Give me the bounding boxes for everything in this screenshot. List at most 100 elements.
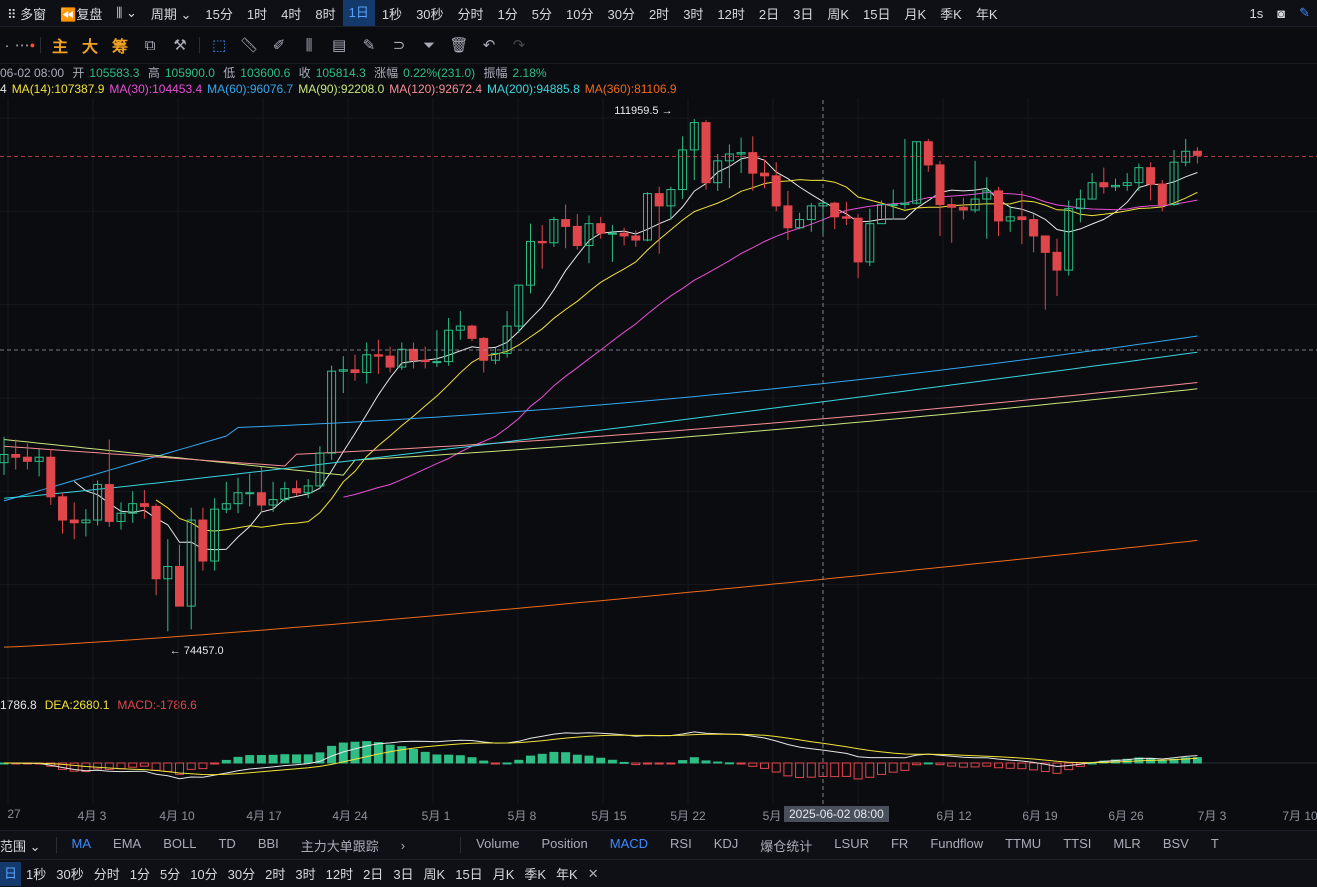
dots-icon[interactable]: ⋯ ●	[14, 37, 36, 54]
bottom-interval-10分[interactable]: 10分	[190, 867, 218, 882]
bottom-interval-12时[interactable]: 12时	[325, 867, 354, 882]
interval-30分[interactable]: 30分	[607, 6, 635, 22]
interval-季K[interactable]: 季K	[940, 6, 962, 22]
magnet-icon[interactable]: ⊃	[392, 37, 406, 54]
interval-年K[interactable]: 年K	[975, 6, 998, 22]
bottom-interval-15日[interactable]: 15日	[455, 867, 483, 882]
interval-10分[interactable]: 10分	[566, 6, 594, 22]
tab-BBI[interactable]: BBI	[257, 835, 279, 851]
interval-4时[interactable]: 4时	[281, 6, 302, 22]
cursor-icon[interactable]: ·	[4, 36, 10, 54]
interval-15分[interactable]: 15分	[205, 6, 233, 22]
tab-BOLL[interactable]: BOLL	[163, 835, 197, 851]
tab-MACD[interactable]: MACD	[609, 835, 649, 851]
macd-bar	[643, 762, 652, 765]
candlestick-chart[interactable]	[0, 98, 1317, 804]
candles-icon[interactable]: ⫼	[305, 36, 313, 54]
candle-body	[1169, 161, 1179, 206]
bottom-interval-2日[interactable]: 2日	[363, 867, 384, 882]
undo-icon[interactable]: ↶	[482, 37, 496, 54]
bottom-interval-2时[interactable]: 2时	[265, 867, 286, 882]
interval-3时[interactable]: 3时	[683, 6, 704, 22]
interval-2日[interactable]: 2日	[758, 6, 780, 22]
interval-1分[interactable]: 1分	[497, 6, 518, 22]
bottom-interval-分时[interactable]: 分时	[93, 867, 120, 882]
interval-30秒[interactable]: 30秒	[416, 6, 444, 22]
macd-bar	[994, 762, 1003, 769]
candle-body	[1052, 251, 1062, 271]
interval-周K[interactable]: 周K	[827, 6, 850, 22]
bottom-interval-1分[interactable]: 1分	[129, 867, 150, 882]
tab-Position[interactable]: Position	[541, 835, 588, 851]
draw-icon[interactable]: ✎	[1299, 5, 1310, 20]
pen-icon[interactable]: ✐	[272, 37, 286, 54]
refresh-interval[interactable]: 1s	[1249, 5, 1264, 21]
clipboard-icon[interactable]: ▤	[331, 37, 347, 54]
tab-主力大单跟踪[interactable]: 主力大单跟踪	[300, 838, 379, 854]
crosshair-date: 2025-06-02 08:00	[784, 806, 889, 822]
candle-body	[958, 206, 968, 211]
interval-1秒[interactable]: 1秒	[381, 6, 403, 22]
bottom-interval-日[interactable]: 日	[0, 861, 22, 886]
period-dropdown[interactable]: 周期 ⌄	[150, 6, 192, 22]
tab-Fundflow[interactable]: Fundflow	[930, 835, 984, 851]
ruler-icon[interactable]: 📏︎	[239, 37, 259, 54]
filter-icon[interactable]: ⏷	[423, 36, 436, 54]
trash-icon[interactable]: 🗑︎	[449, 37, 469, 54]
interval-8时[interactable]: 8时	[315, 6, 336, 22]
indicator-tabs: 范围 ⌄ MA EMA BOLL TD BBI 主力大单跟踪 › Volume Positi…	[0, 830, 1317, 859]
tab-MLR[interactable]: MLR	[1113, 835, 1141, 851]
select-icon[interactable]: ⬚	[211, 37, 227, 54]
interval-5分[interactable]: 5分	[531, 6, 553, 22]
tab-TTSI[interactable]: TTSI	[1063, 835, 1092, 851]
bottom-interval-30分[interactable]: 30分	[227, 867, 256, 882]
tools-icon[interactable]: ⚒	[173, 37, 187, 54]
tab-TD[interactable]: TD	[218, 835, 236, 851]
bottom-interval-周K[interactable]: 周K	[423, 867, 446, 882]
tab-RSI[interactable]: RSI	[670, 835, 692, 851]
bottom-interval-5分[interactable]: 5分	[159, 867, 181, 882]
main-indicator-toggle[interactable]: 主	[52, 39, 69, 56]
tab-MA[interactable]: MA	[71, 835, 92, 851]
interval-3日[interactable]: 3日	[793, 6, 814, 22]
compare-icon[interactable]: ⧉	[144, 36, 156, 54]
candle-body	[607, 232, 617, 235]
bottom-interval-3日[interactable]: 3日	[393, 867, 414, 882]
interval-2时[interactable]: 2时	[648, 6, 670, 22]
bottom-interval-月K[interactable]: 月K	[492, 867, 515, 882]
redo-icon[interactable]: ↷	[512, 37, 526, 54]
bottom-interval-季K[interactable]: 季K	[524, 867, 547, 882]
interval-分时[interactable]: 分时	[457, 6, 484, 22]
camera-icon[interactable]: ◙	[1277, 5, 1286, 21]
bottom-interval-3时[interactable]: 3时	[295, 867, 316, 882]
macd-bar	[549, 751, 559, 764]
interval-月K[interactable]: 月K	[904, 6, 927, 22]
close-icon[interactable]: ✕	[587, 865, 599, 881]
large-order-toggle[interactable]: 大	[82, 39, 99, 56]
interval-1时[interactable]: 1时	[246, 6, 268, 22]
interval-12时[interactable]: 12时	[717, 6, 745, 22]
tab-EMA[interactable]: EMA	[113, 835, 142, 851]
multi-window-button[interactable]: ⠿ 多窗	[7, 6, 47, 22]
tab-T[interactable]: T	[1210, 835, 1219, 851]
tab-FR[interactable]: FR	[890, 835, 909, 851]
tab-爆仓统计[interactable]: 爆仓统计	[760, 838, 813, 854]
tab-KDJ[interactable]: KDJ	[713, 835, 739, 851]
range-dropdown[interactable]: 范围 ⌄	[0, 838, 41, 854]
bottom-interval-1秒[interactable]: 1秒	[26, 867, 47, 882]
chevron-right-icon[interactable]: ›	[400, 837, 406, 853]
chip-toggle[interactable]: 筹	[112, 39, 129, 56]
candle-body	[11, 453, 21, 458]
tab-LSUR[interactable]: LSUR	[834, 835, 869, 851]
bottom-interval-年K[interactable]: 年K	[556, 867, 578, 882]
tab-Volume[interactable]: Volume	[476, 835, 520, 851]
candle-body	[1029, 219, 1039, 237]
note-icon[interactable]: ✎	[362, 37, 376, 54]
interval-15日[interactable]: 15日	[863, 6, 891, 22]
tab-TTMU[interactable]: TTMU	[1005, 835, 1042, 851]
interval-1日[interactable]: 1日	[342, 0, 375, 26]
chart-type-button[interactable]: ⫼ ⌄	[109, 5, 144, 21]
tab-BSV[interactable]: BSV	[1162, 835, 1189, 851]
bottom-interval-30秒[interactable]: 30秒	[56, 867, 84, 882]
replay-button[interactable]: ⏪复盘	[60, 6, 103, 22]
